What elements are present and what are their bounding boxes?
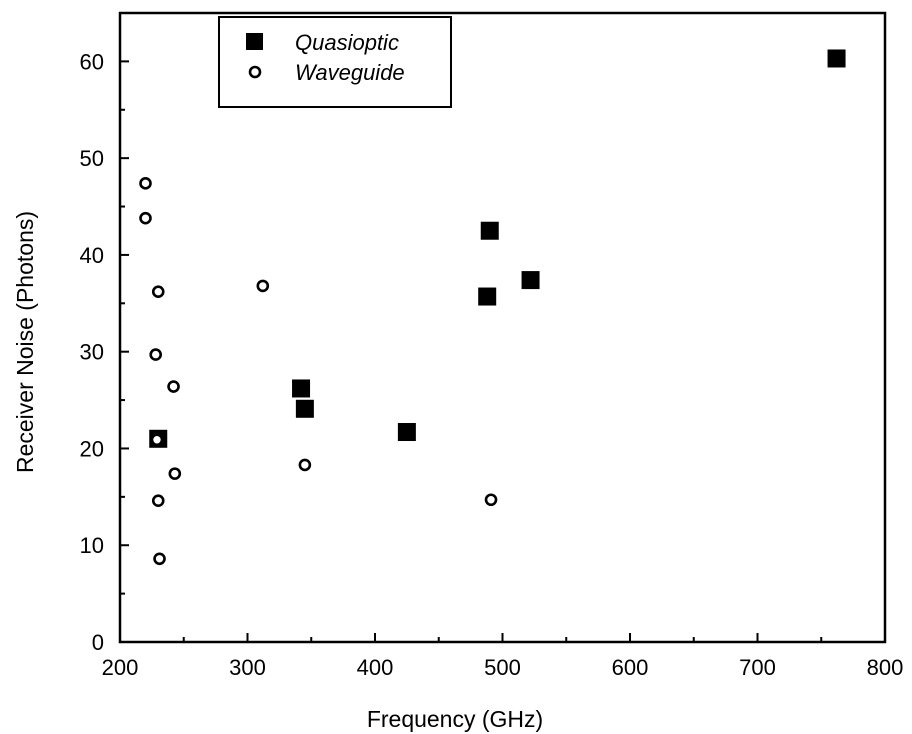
point-waveguide — [139, 177, 152, 190]
y-tick-label: 0 — [92, 630, 104, 655]
point-waveguide — [149, 348, 162, 361]
point-quasioptic — [827, 49, 846, 68]
point-quasioptic — [480, 221, 499, 240]
x-axis-ticks: 200 300 400 500 600 700 800 — [102, 633, 904, 680]
x-tick-label: 700 — [739, 655, 776, 680]
legend-box — [218, 16, 452, 108]
y-tick-label: 40 — [80, 243, 104, 268]
y-tick-label: 10 — [80, 533, 104, 558]
y-axis-ticks: 0 10 20 30 40 50 60 — [80, 49, 129, 655]
x-tick-label: 200 — [102, 655, 139, 680]
y-tick-label: 20 — [80, 436, 104, 461]
point-waveguide — [153, 552, 166, 566]
point-waveguide — [139, 211, 152, 225]
x-tick-label: 500 — [484, 655, 521, 680]
y-axis-title: Receiver Noise (Photons) — [12, 211, 38, 473]
x-tick-label: 300 — [229, 655, 266, 680]
legend-marker-waveguide — [248, 65, 262, 79]
point-quasioptic — [521, 271, 540, 290]
legend-marker-quasioptic — [246, 33, 263, 50]
point-waveguide — [168, 467, 182, 480]
legend-label-waveguide: Waveguide — [295, 60, 405, 85]
x-tick-label: 400 — [357, 655, 394, 680]
point-waveguide — [151, 285, 165, 298]
y-tick-label: 60 — [80, 49, 104, 74]
point-waveguide — [256, 279, 270, 293]
point-waveguide — [298, 458, 312, 472]
point-waveguide — [484, 493, 498, 507]
point-waveguide — [167, 380, 180, 393]
y-tick-label: 50 — [80, 146, 104, 171]
point-quasioptic — [397, 423, 416, 442]
x-tick-label: 600 — [612, 655, 649, 680]
x-tick-label: 800 — [867, 655, 904, 680]
legend: Quasioptic Waveguide — [218, 16, 452, 108]
point-waveguide — [150, 433, 164, 447]
y-tick-label: 30 — [80, 340, 104, 365]
x-axis-title: Frequency (GHz) — [367, 706, 543, 732]
point-quasioptic — [295, 399, 314, 418]
legend-label-quasioptic: Quasioptic — [295, 30, 399, 55]
point-quasioptic — [478, 287, 497, 306]
point-quasioptic — [292, 379, 311, 398]
data-points — [139, 49, 846, 566]
point-waveguide — [151, 494, 165, 508]
